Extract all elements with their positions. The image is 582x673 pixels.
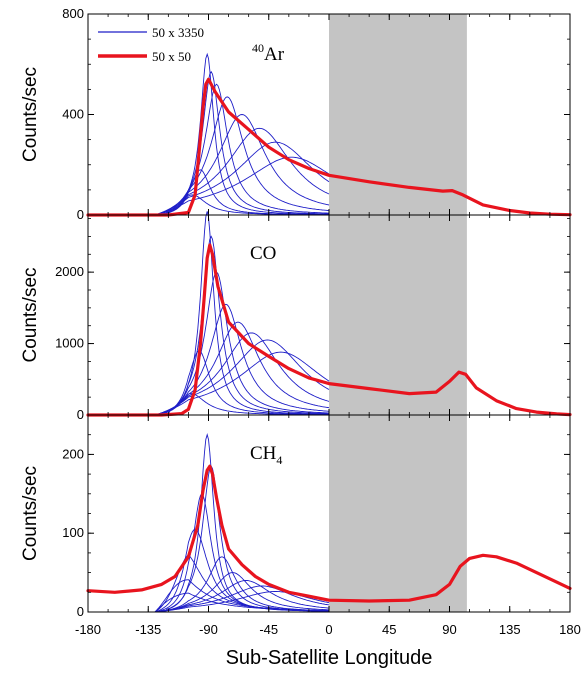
fine-curve-4: [88, 303, 330, 416]
panel-title: 40Ar: [252, 41, 285, 65]
y-tick-label: 100: [62, 525, 84, 540]
y-axis-label: Counts/sec: [20, 67, 41, 162]
fine-curve-8: [88, 156, 330, 216]
y-tick-label: 200: [62, 446, 84, 461]
fine-curve-8: [88, 351, 330, 416]
fine-curve-4: [88, 96, 330, 216]
x-tick-label: -45: [259, 622, 278, 637]
legend-fine-label: 50 x 3350: [152, 25, 204, 40]
panel-2: 0 1000 2000 Counts/sec CO: [20, 211, 572, 422]
x-tick-label: 45: [382, 622, 396, 637]
fine-curve-2: [88, 70, 329, 216]
panel-title-main: CO: [250, 243, 276, 264]
panel-title: CH4: [250, 443, 282, 467]
panel-3: 0 100 200 Counts/sec CH4 -180 -135 -90 -45 0 45 90 1…: [20, 414, 581, 637]
coarse-series-line: [86, 464, 572, 603]
shaded-region: [329, 14, 467, 215]
legend: 50 x 3350 50 x 50: [98, 25, 204, 64]
y-axis-label: Counts/sec: [20, 466, 41, 561]
legend-coarse-label: 50 x 50: [152, 49, 191, 64]
x-tick-label: -90: [199, 622, 218, 637]
shaded-region: [329, 415, 467, 612]
fine-curve-9: [88, 169, 329, 216]
x-tick-label: 90: [442, 622, 456, 637]
x-tick-label: 135: [499, 622, 521, 637]
panel-title-superscript: 40: [252, 41, 264, 55]
coarse-series-line: [86, 77, 572, 217]
fine-curve-4: [88, 528, 329, 613]
panel-1: 0 400 800 Counts/sec 40Ar: [20, 6, 572, 222]
y-tick-label: 1000: [55, 336, 84, 351]
y-tick-label: 0: [77, 604, 84, 619]
coarse-series-line: [86, 243, 572, 417]
panel-title-main: CH: [250, 443, 277, 464]
fine-curve-1: [88, 211, 329, 416]
y-tick-label: 800: [62, 6, 84, 21]
panel-title-subscript: 4: [276, 453, 282, 467]
shaded-region: [329, 215, 467, 415]
panel-title-main: Ar: [264, 44, 285, 65]
x-tick-label: 0: [325, 622, 332, 637]
x-axis-label: Sub-Satellite Longitude: [226, 647, 433, 669]
x-tick-label: -180: [75, 622, 101, 637]
y-tick-label: 2000: [55, 264, 84, 279]
panels-layer: 0400800Counts/sec40Ar010002000Counts/sec…: [20, 6, 581, 637]
x-tick-label: -135: [135, 622, 161, 637]
y-tick-label: 400: [62, 107, 84, 122]
x-tick-label: 180: [559, 622, 581, 637]
fine-curve-5: [88, 321, 330, 416]
y-axis-label: Counts/sec: [20, 267, 41, 362]
y-tick-label: 0: [77, 407, 84, 422]
panel-title: CO: [250, 243, 276, 264]
fine-curve-5: [88, 554, 329, 613]
y-tick-label: 0: [77, 207, 84, 222]
